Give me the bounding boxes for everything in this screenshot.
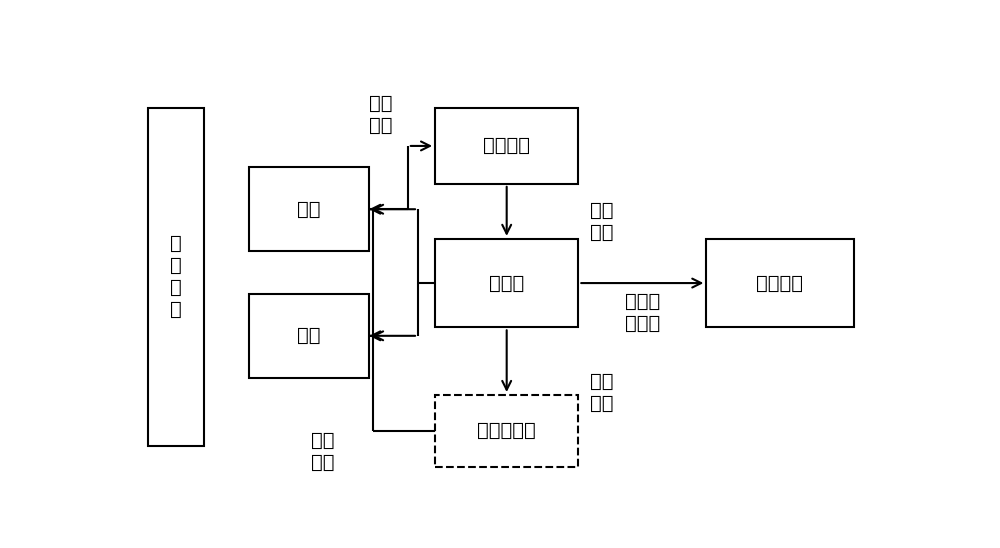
Bar: [249, 167, 369, 252]
Text: 计算机: 计算机: [489, 273, 524, 293]
Bar: [148, 108, 204, 446]
Text: 同步触发器: 同步触发器: [477, 421, 536, 440]
Text: 结构运
动数据: 结构运 动数据: [625, 292, 660, 333]
Text: 图像
数据: 图像 数据: [369, 94, 392, 135]
Text: 图像
数据: 图像 数据: [590, 201, 614, 242]
Text: 相机: 相机: [297, 199, 321, 219]
Text: 触发
信号: 触发 信号: [311, 431, 334, 472]
Text: 相机: 相机: [297, 326, 321, 345]
Text: 输出结果: 输出结果: [756, 273, 803, 293]
Text: 浮
体
结
构: 浮 体 结 构: [170, 234, 182, 319]
Bar: [435, 239, 578, 327]
Text: 触发
信号: 触发 信号: [590, 372, 614, 413]
Bar: [706, 239, 854, 327]
Bar: [435, 395, 578, 467]
Text: 千兆网卡: 千兆网卡: [483, 136, 530, 156]
Bar: [435, 108, 578, 184]
Bar: [249, 294, 369, 378]
